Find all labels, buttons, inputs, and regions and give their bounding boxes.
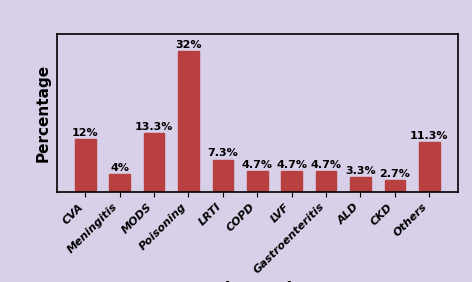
Bar [316,171,337,192]
Text: 7.3%: 7.3% [208,148,238,158]
Y-axis label: Percentage: Percentage [36,64,51,162]
Bar [212,160,233,192]
Text: 4.7%: 4.7% [242,160,273,170]
Text: 32%: 32% [175,40,202,50]
Text: 12%: 12% [72,128,99,138]
Text: 11.3%: 11.3% [410,131,448,141]
Text: 4.7%: 4.7% [276,160,307,170]
Text: 4.7%: 4.7% [311,160,342,170]
Bar [178,51,199,192]
Bar [143,133,164,192]
Bar [75,139,95,192]
Bar [385,180,405,192]
Bar [419,142,439,192]
Bar [247,171,268,192]
Bar [110,174,130,192]
Text: 3.3%: 3.3% [345,166,376,176]
Text: 4%: 4% [110,163,129,173]
Bar [350,177,371,192]
Text: 2.7%: 2.7% [379,169,410,179]
Bar [281,171,302,192]
X-axis label: Diagnosis: Diagnosis [212,281,303,282]
Text: 13.3%: 13.3% [135,122,173,132]
